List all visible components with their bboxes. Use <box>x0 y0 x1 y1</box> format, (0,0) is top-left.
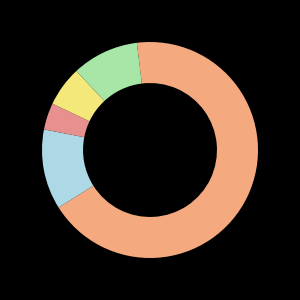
Wedge shape <box>76 43 142 101</box>
Wedge shape <box>42 129 93 208</box>
Wedge shape <box>44 104 89 137</box>
Wedge shape <box>52 71 104 121</box>
Wedge shape <box>58 42 258 258</box>
